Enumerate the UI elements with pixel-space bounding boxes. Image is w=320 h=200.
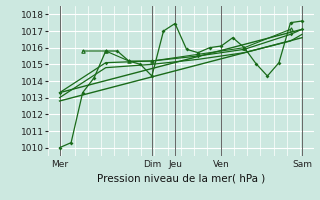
X-axis label: Pression niveau de la mer( hPa ): Pression niveau de la mer( hPa ) xyxy=(97,173,265,183)
